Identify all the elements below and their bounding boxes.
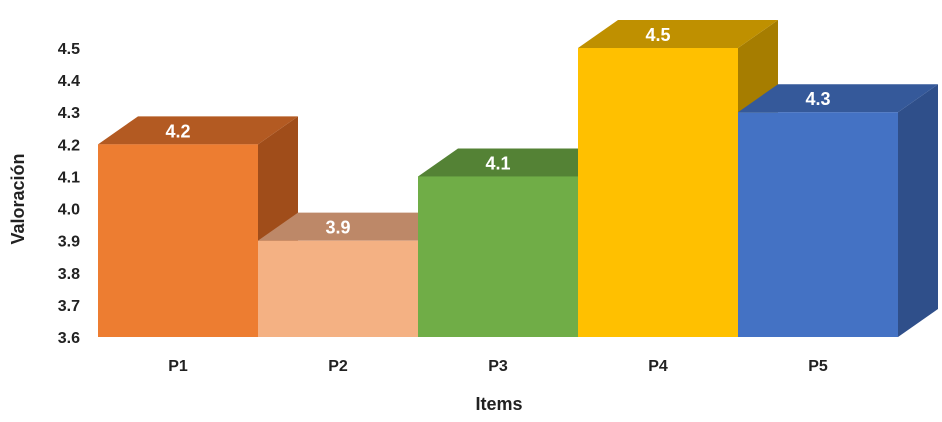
bar-front-face: [98, 144, 258, 337]
data-label: 3.9: [325, 218, 350, 238]
x-category-label: P5: [808, 358, 828, 375]
data-label: 4.3: [805, 89, 830, 109]
bar-top-face: [418, 148, 618, 177]
bar-top-face: [578, 20, 778, 48]
y-tick-label: 4.1: [58, 169, 80, 186]
y-tick-label: 4.5: [58, 41, 80, 58]
x-category-label: P3: [488, 358, 508, 375]
bar-front-face: [578, 48, 738, 337]
x-axis-categories: P1 P2 P3 P4 P5: [168, 358, 828, 375]
data-label: 4.1: [485, 153, 510, 173]
y-tick-label: 4.0: [58, 202, 80, 219]
bar-side-face: [898, 84, 938, 337]
bar-front-face: [738, 112, 898, 337]
bar-top-face: [258, 212, 458, 241]
y-tick-label: 4.2: [58, 137, 80, 154]
bar-top-face: [738, 84, 938, 113]
x-category-label: P1: [168, 358, 188, 375]
x-axis-title: Items: [475, 394, 522, 414]
y-axis-ticks: 3.6 3.7 3.8 3.9 4.0 4.1 4.2 4.3 4.4 4.5: [58, 41, 80, 347]
x-category-label: P4: [648, 358, 668, 375]
y-tick-label: 3.9: [58, 234, 80, 251]
bar-front-face: [418, 176, 578, 337]
bar-top-face: [98, 116, 298, 145]
data-label: 4.5: [645, 25, 670, 45]
y-tick-label: 3.8: [58, 266, 80, 283]
y-tick-label: 3.7: [58, 298, 80, 315]
x-category-label: P2: [328, 358, 348, 375]
y-tick-label: 4.4: [58, 73, 80, 90]
bar-front-face: [258, 240, 418, 337]
bar-p5: 4.3: [738, 84, 938, 337]
data-label: 4.2: [165, 121, 190, 141]
y-axis-title: Valoración: [8, 153, 28, 244]
bars-group: 4.2 3.9 4.1 4.5 4.3: [98, 20, 938, 337]
y-tick-label: 4.3: [58, 105, 80, 122]
y-tick-label: 3.6: [58, 330, 80, 347]
